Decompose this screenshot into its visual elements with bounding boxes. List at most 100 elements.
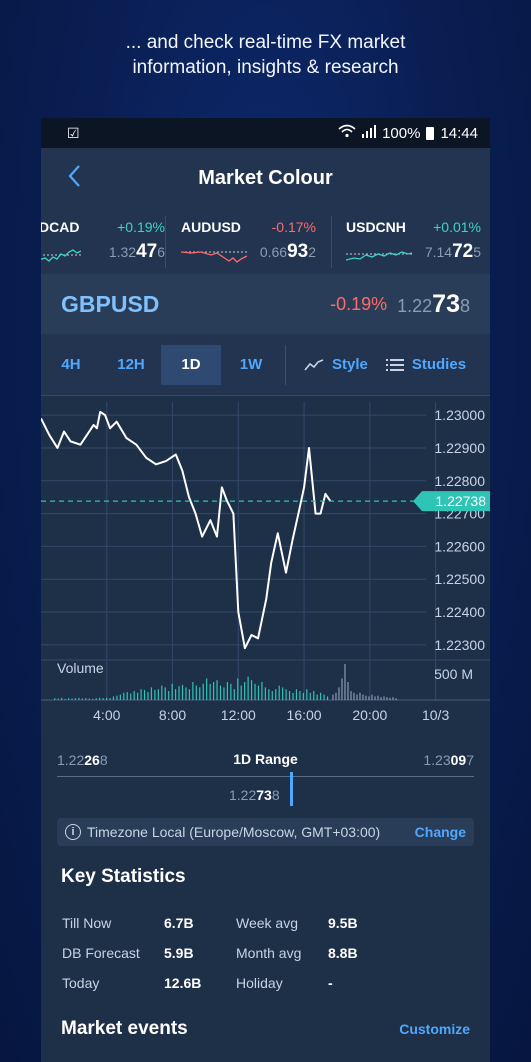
volume-bar [257,685,260,700]
timezone-text: Timezone Local (Europe/Moscow, GMT+03:00… [87,824,381,840]
volume-bar [78,697,80,700]
stat-row: Today 12.6B Holiday - [62,968,482,998]
info-icon: i [65,824,81,840]
key-statistics-title: Key Statistics [61,866,186,887]
volume-bar [175,689,177,700]
volume-bar [130,693,132,700]
volume-bar [181,684,184,700]
volume-bar [109,698,111,700]
y-tick-label: 1.23000 [434,407,485,423]
range-current: 1.22738 [229,787,280,803]
volume-bar [285,689,287,700]
volume-bar [278,685,280,700]
volume-bar [313,691,315,700]
price-line [41,410,332,650]
volume-bar [157,689,159,700]
ticker-strip[interactable]: DCAD +0.19% 1.32476 AUDUSD -0.17% 0.6693… [41,208,490,274]
volume-bar [223,687,225,700]
volume-bar [302,692,304,700]
phone-screen: ☑ 100% 14:44 Market Colour DCAD +0.19% 1… [41,118,490,1062]
volume-bar-projected [353,692,355,700]
volume-bar [216,680,218,700]
tab-1d[interactable]: 1D [161,344,221,385]
tab-4h[interactable]: 4H [61,356,81,373]
ticker-sparkline [181,251,247,263]
x-tick-label: 8:00 [159,707,186,723]
volume-bar [309,692,311,700]
market-events-title: Market events [61,1018,188,1039]
volume-bar [306,689,308,700]
toolbar-divider [285,344,286,385]
x-tick-label: 10/3 [422,707,449,723]
ticker-audusd[interactable]: AUDUSD -0.17% 0.66932 [181,214,316,270]
list-icon [385,358,404,371]
style-button[interactable]: Style [304,356,368,373]
studies-label: Studies [411,356,467,373]
volume-bar-projected [365,695,367,700]
volume-bar [244,682,246,700]
volume-bar [292,692,294,700]
ticker-symbol: DCAD [41,219,80,235]
ticker-change: -0.17% [271,219,316,235]
volume-bar [67,698,70,700]
volume-bar [188,689,191,700]
stat-value: 5.9B [164,945,194,961]
ticker-usdcad[interactable]: DCAD +0.19% 1.32476 [41,214,165,270]
range-low: 1.22268 [57,752,108,768]
status-bar: ☑ 100% 14:44 [41,118,490,148]
instrument-bar[interactable]: GBPUSD -0.19% 1.22738 [41,274,490,334]
volume-bar-projected [350,691,352,700]
volume-bar [168,691,170,700]
back-arrow-icon[interactable] [67,164,81,195]
ticker-symbol: USDCNH [346,219,406,235]
volume-bar [85,698,87,700]
volume-bar [250,680,253,700]
y-tick-label: 1.22900 [434,440,485,456]
x-tick-label: 20:00 [352,707,387,723]
volume-bar [323,694,325,700]
volume-bar [112,696,115,700]
studies-button[interactable]: Studies [385,356,467,373]
volume-bar [64,698,66,700]
volume-bar [81,698,83,700]
volume-bar-projected [335,692,337,700]
volume-bar-projected [395,698,397,700]
tab-12h[interactable]: 12H [117,356,145,373]
volume-bar [209,683,211,700]
volume-bar [137,692,139,700]
volume-bar [99,697,101,700]
tab-1w[interactable]: 1W [239,356,263,373]
volume-bar [230,683,232,700]
volume-bar [161,685,163,700]
stat-value: - [328,975,333,991]
volume-bar-projected [344,664,346,700]
volume-bar [133,691,135,700]
volume-bar [143,689,146,700]
volume-bar-projected [356,694,358,700]
y-tick-label: 1.22600 [434,538,485,554]
instrument-change: -0.19% [330,293,388,314]
volume-bar [126,692,128,700]
volume-bar [178,686,180,700]
ticker-price: 1.32476 [108,241,165,262]
volume-bar [299,691,301,700]
instrument-name: GBPUSD [61,290,160,317]
x-tick-label: 4:00 [93,707,120,723]
volume-bar [57,698,59,700]
instrument-price: 1.22738 [397,289,470,318]
change-timezone-button[interactable]: Change [414,824,466,840]
timezone-bar: i Timezone Local (Europe/Moscow, GMT+03:… [57,818,474,846]
volume-bar-projected [386,697,388,700]
style-label: Style [332,356,368,373]
ticker-usdcnh[interactable]: USDCNH +0.01% 7.14725 [346,214,481,270]
market-events-header: Market events Customize [61,1018,470,1040]
volume-bar [74,698,77,700]
volume-bar [282,687,284,700]
volume-bar [171,683,173,700]
volume-bar [150,687,153,700]
volume-bar [275,689,277,700]
clipboard-icon: ☑ [67,124,80,141]
customize-button[interactable]: Customize [399,1021,470,1037]
price-chart[interactable]: 1.230001.229001.228001.227001.226001.225… [41,398,490,728]
range-widget: 1.22268 1D Range 1.23097 1.22738 [41,746,490,810]
